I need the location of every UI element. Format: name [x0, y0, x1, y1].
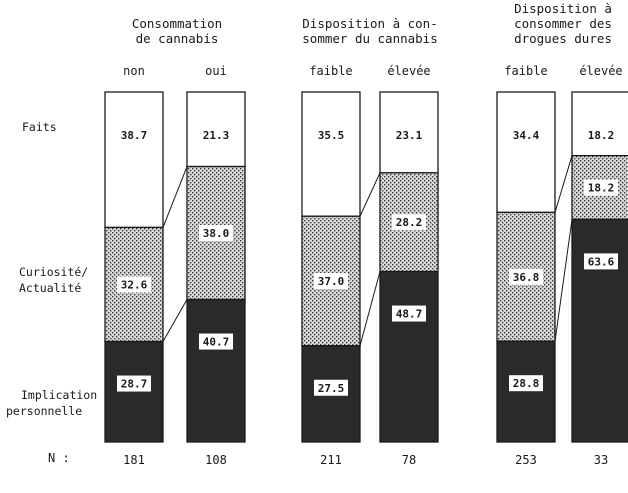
connector-line-implication — [162, 299, 188, 342]
value-label-implication: 48.7 — [396, 308, 423, 321]
value-box-implication — [199, 333, 233, 350]
value-box-curiosite — [117, 276, 151, 293]
bar-segment-implication — [496, 340, 556, 443]
group-title-2-line-0: Disposition à — [514, 1, 612, 16]
bar-segment-faits — [186, 91, 246, 168]
bar-segment-faits — [496, 91, 556, 214]
value-label-curiosite: 38.0 — [203, 227, 230, 240]
value-box-implication — [509, 375, 543, 392]
n-value: 181 — [123, 453, 145, 467]
connector-line-implication — [359, 271, 381, 346]
value-box-curiosite — [392, 214, 426, 231]
group-title-1-line-1: sommer du cannabis — [302, 31, 437, 46]
value-box-curiosite — [314, 273, 348, 289]
group-title-2-line-1: consommer des — [514, 16, 612, 31]
category-label: faible — [504, 64, 547, 78]
row-label-implication-1: Implication — [21, 388, 97, 402]
n-value: 33 — [594, 453, 608, 467]
group-title-0-line-0: Consommation — [132, 16, 222, 31]
connector-line-curiosite — [359, 172, 381, 217]
connector-line-implication — [554, 219, 573, 342]
value-label-faits: 23.1 — [396, 129, 423, 142]
row-label-faits: Faits — [22, 120, 57, 134]
category-label: élevée — [387, 64, 430, 78]
value-label-faits: 34.4 — [513, 129, 540, 142]
value-label-curiosite: 36.8 — [513, 271, 540, 284]
value-box-curiosite — [584, 179, 618, 196]
group-title-1-line-0: Disposition à con- — [302, 16, 437, 31]
value-label-faits: 35.5 — [318, 129, 345, 142]
row-label-curiosite-1: Curiosité/ — [19, 265, 88, 279]
n-label: N : — [48, 451, 70, 465]
value-label-curiosite: 28.2 — [396, 216, 423, 229]
value-label-faits: 18.2 — [588, 129, 615, 142]
bar-segment-faits — [379, 91, 439, 174]
bar-segment-implication — [379, 270, 439, 443]
group-title-2-line-2: drogues dures — [514, 31, 612, 46]
value-label-implication: 28.8 — [513, 377, 540, 390]
bar-segment-implication — [571, 218, 628, 443]
n-value: 253 — [515, 453, 537, 467]
value-label-implication: 63.6 — [588, 255, 615, 268]
value-box-implication — [117, 375, 151, 392]
category-label: non — [123, 64, 145, 78]
value-label-implication: 27.5 — [318, 382, 345, 395]
row-label-curiosite-2: Actualité — [19, 281, 81, 295]
group-title-0-line-1: de cannabis — [136, 31, 219, 46]
n-value: 108 — [205, 453, 227, 467]
n-value: 211 — [320, 453, 342, 467]
value-label-faits: 21.3 — [203, 129, 230, 142]
value-label-curiosite: 37.0 — [318, 275, 345, 288]
category-label: oui — [205, 64, 227, 78]
bar-segment-faits — [571, 91, 628, 157]
value-box-curiosite — [199, 225, 233, 242]
value-box-implication — [392, 305, 426, 322]
bar-segment-implication — [104, 340, 164, 443]
n-value: 78 — [402, 453, 416, 467]
category-label: élevée — [579, 64, 622, 78]
value-label-curiosite: 18.2 — [588, 182, 615, 195]
connector-line-curiosite — [554, 155, 573, 213]
value-label-faits: 38.7 — [121, 129, 148, 142]
connector-line-curiosite — [162, 166, 188, 228]
value-box-implication — [314, 379, 348, 396]
value-label-curiosite: 32.6 — [121, 279, 148, 292]
value-label-implication: 28.7 — [121, 378, 148, 391]
bar-segment-faits — [104, 91, 164, 229]
category-label: faible — [309, 64, 352, 78]
bar-segment-implication — [186, 298, 246, 443]
bar-segment-faits — [301, 91, 361, 217]
value-label-implication: 40.7 — [203, 336, 230, 349]
row-label-implication-2: personnelle — [6, 404, 82, 418]
value-box-implication — [584, 253, 618, 270]
value-box-curiosite — [509, 268, 543, 285]
